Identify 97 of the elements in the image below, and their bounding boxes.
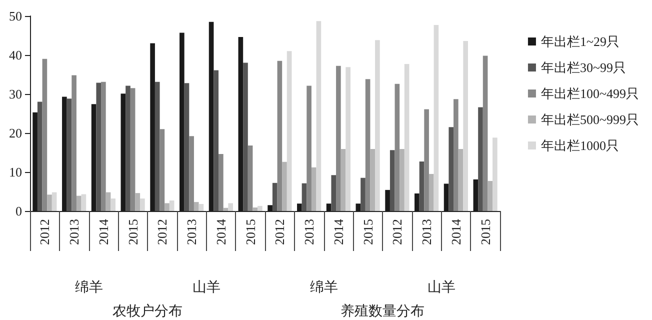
bar [47, 194, 52, 211]
bar [375, 40, 380, 211]
x-tick-label: 2015 [242, 219, 258, 245]
bar [394, 84, 400, 211]
text: 农牧户分布 [112, 304, 182, 320]
y-tick-label: 30 [9, 86, 22, 102]
bar [169, 200, 174, 211]
bar [424, 109, 429, 211]
legend-label: 年出栏1~29只 [540, 34, 620, 49]
legend-label: 年出栏1000只 [540, 138, 619, 153]
bar [282, 162, 287, 211]
bar [448, 127, 454, 211]
bar [66, 98, 72, 211]
bar [130, 88, 136, 211]
x-tick-label: 2015 [125, 219, 140, 245]
bar [258, 206, 262, 211]
bar [218, 154, 224, 211]
bar [243, 62, 248, 211]
x-tick-label: 2013 [419, 219, 434, 245]
bar [306, 86, 312, 211]
bar [160, 129, 165, 211]
bar [81, 194, 86, 211]
legend-label: 年出栏500~999只 [540, 112, 640, 127]
bar [252, 207, 258, 211]
bar [52, 192, 57, 211]
text: 山羊 [192, 280, 220, 296]
x-tick-label: 2012 [390, 219, 405, 245]
y-tick-label: 10 [9, 164, 22, 180]
x-tick-label: 2013 [302, 219, 317, 245]
text: 绵羊 [74, 280, 103, 296]
bar [331, 175, 336, 211]
bar [370, 148, 376, 211]
bar [419, 161, 424, 211]
bar [478, 107, 483, 211]
x-tick-label: 2013 [66, 219, 82, 245]
bar [404, 64, 410, 211]
x-tick-label: 2015 [478, 219, 493, 245]
bar [277, 60, 282, 211]
bar [311, 167, 316, 211]
bar [286, 51, 292, 211]
bar [164, 203, 170, 211]
bar [360, 178, 366, 211]
bar [194, 202, 199, 211]
x-tick-label: 2014 [330, 218, 346, 245]
bar [223, 208, 228, 211]
x-tick-label: 2014 [448, 218, 464, 245]
bar [336, 66, 341, 211]
bar [346, 67, 350, 211]
x-tick-label: 2014 [96, 218, 111, 245]
bar [492, 138, 498, 211]
y-tick-label: 50 [9, 8, 22, 24]
bar [101, 82, 106, 211]
text: 养殖数量分布 [340, 304, 424, 320]
bar [390, 150, 395, 211]
bar [228, 203, 233, 211]
bar [272, 182, 278, 211]
bar [463, 40, 468, 211]
bar [198, 204, 204, 211]
y-tick-label: 0 [16, 204, 22, 218]
bar [135, 193, 140, 211]
x-tick-label: 2012 [37, 219, 52, 245]
bar [428, 174, 434, 211]
bar [106, 192, 111, 211]
bar [365, 79, 370, 211]
bar [189, 136, 194, 211]
bar [72, 75, 76, 211]
bar [184, 83, 190, 211]
x-tick-label: 2012 [272, 219, 288, 245]
bar [248, 145, 253, 211]
bar [302, 183, 307, 211]
bar [454, 99, 458, 211]
bar [154, 82, 160, 211]
bar [316, 21, 322, 211]
bar [96, 82, 102, 211]
x-tick-label: 2014 [213, 218, 228, 245]
y-tick-label: 20 [9, 126, 22, 140]
bar [214, 70, 219, 211]
legend-label: 年出栏100~499只 [540, 86, 640, 101]
x-tick-label: 2012 [154, 219, 170, 245]
text: 山羊 [427, 280, 456, 296]
bar [482, 56, 488, 211]
y-tick-label: 40 [9, 48, 22, 62]
bar [110, 198, 116, 211]
bar [400, 148, 404, 211]
bar [76, 196, 82, 211]
bar [458, 148, 464, 211]
bar [37, 102, 42, 211]
bar [140, 198, 145, 211]
bar [434, 24, 439, 211]
legend-label: 年出栏30~99只 [540, 60, 626, 75]
bar [340, 148, 346, 211]
x-tick-label: 2013 [184, 219, 200, 245]
bar [42, 58, 48, 211]
bar [488, 180, 493, 211]
text: 绵羊 [310, 280, 338, 296]
x-tick-label: 2015 [360, 219, 376, 245]
bar [126, 86, 130, 211]
